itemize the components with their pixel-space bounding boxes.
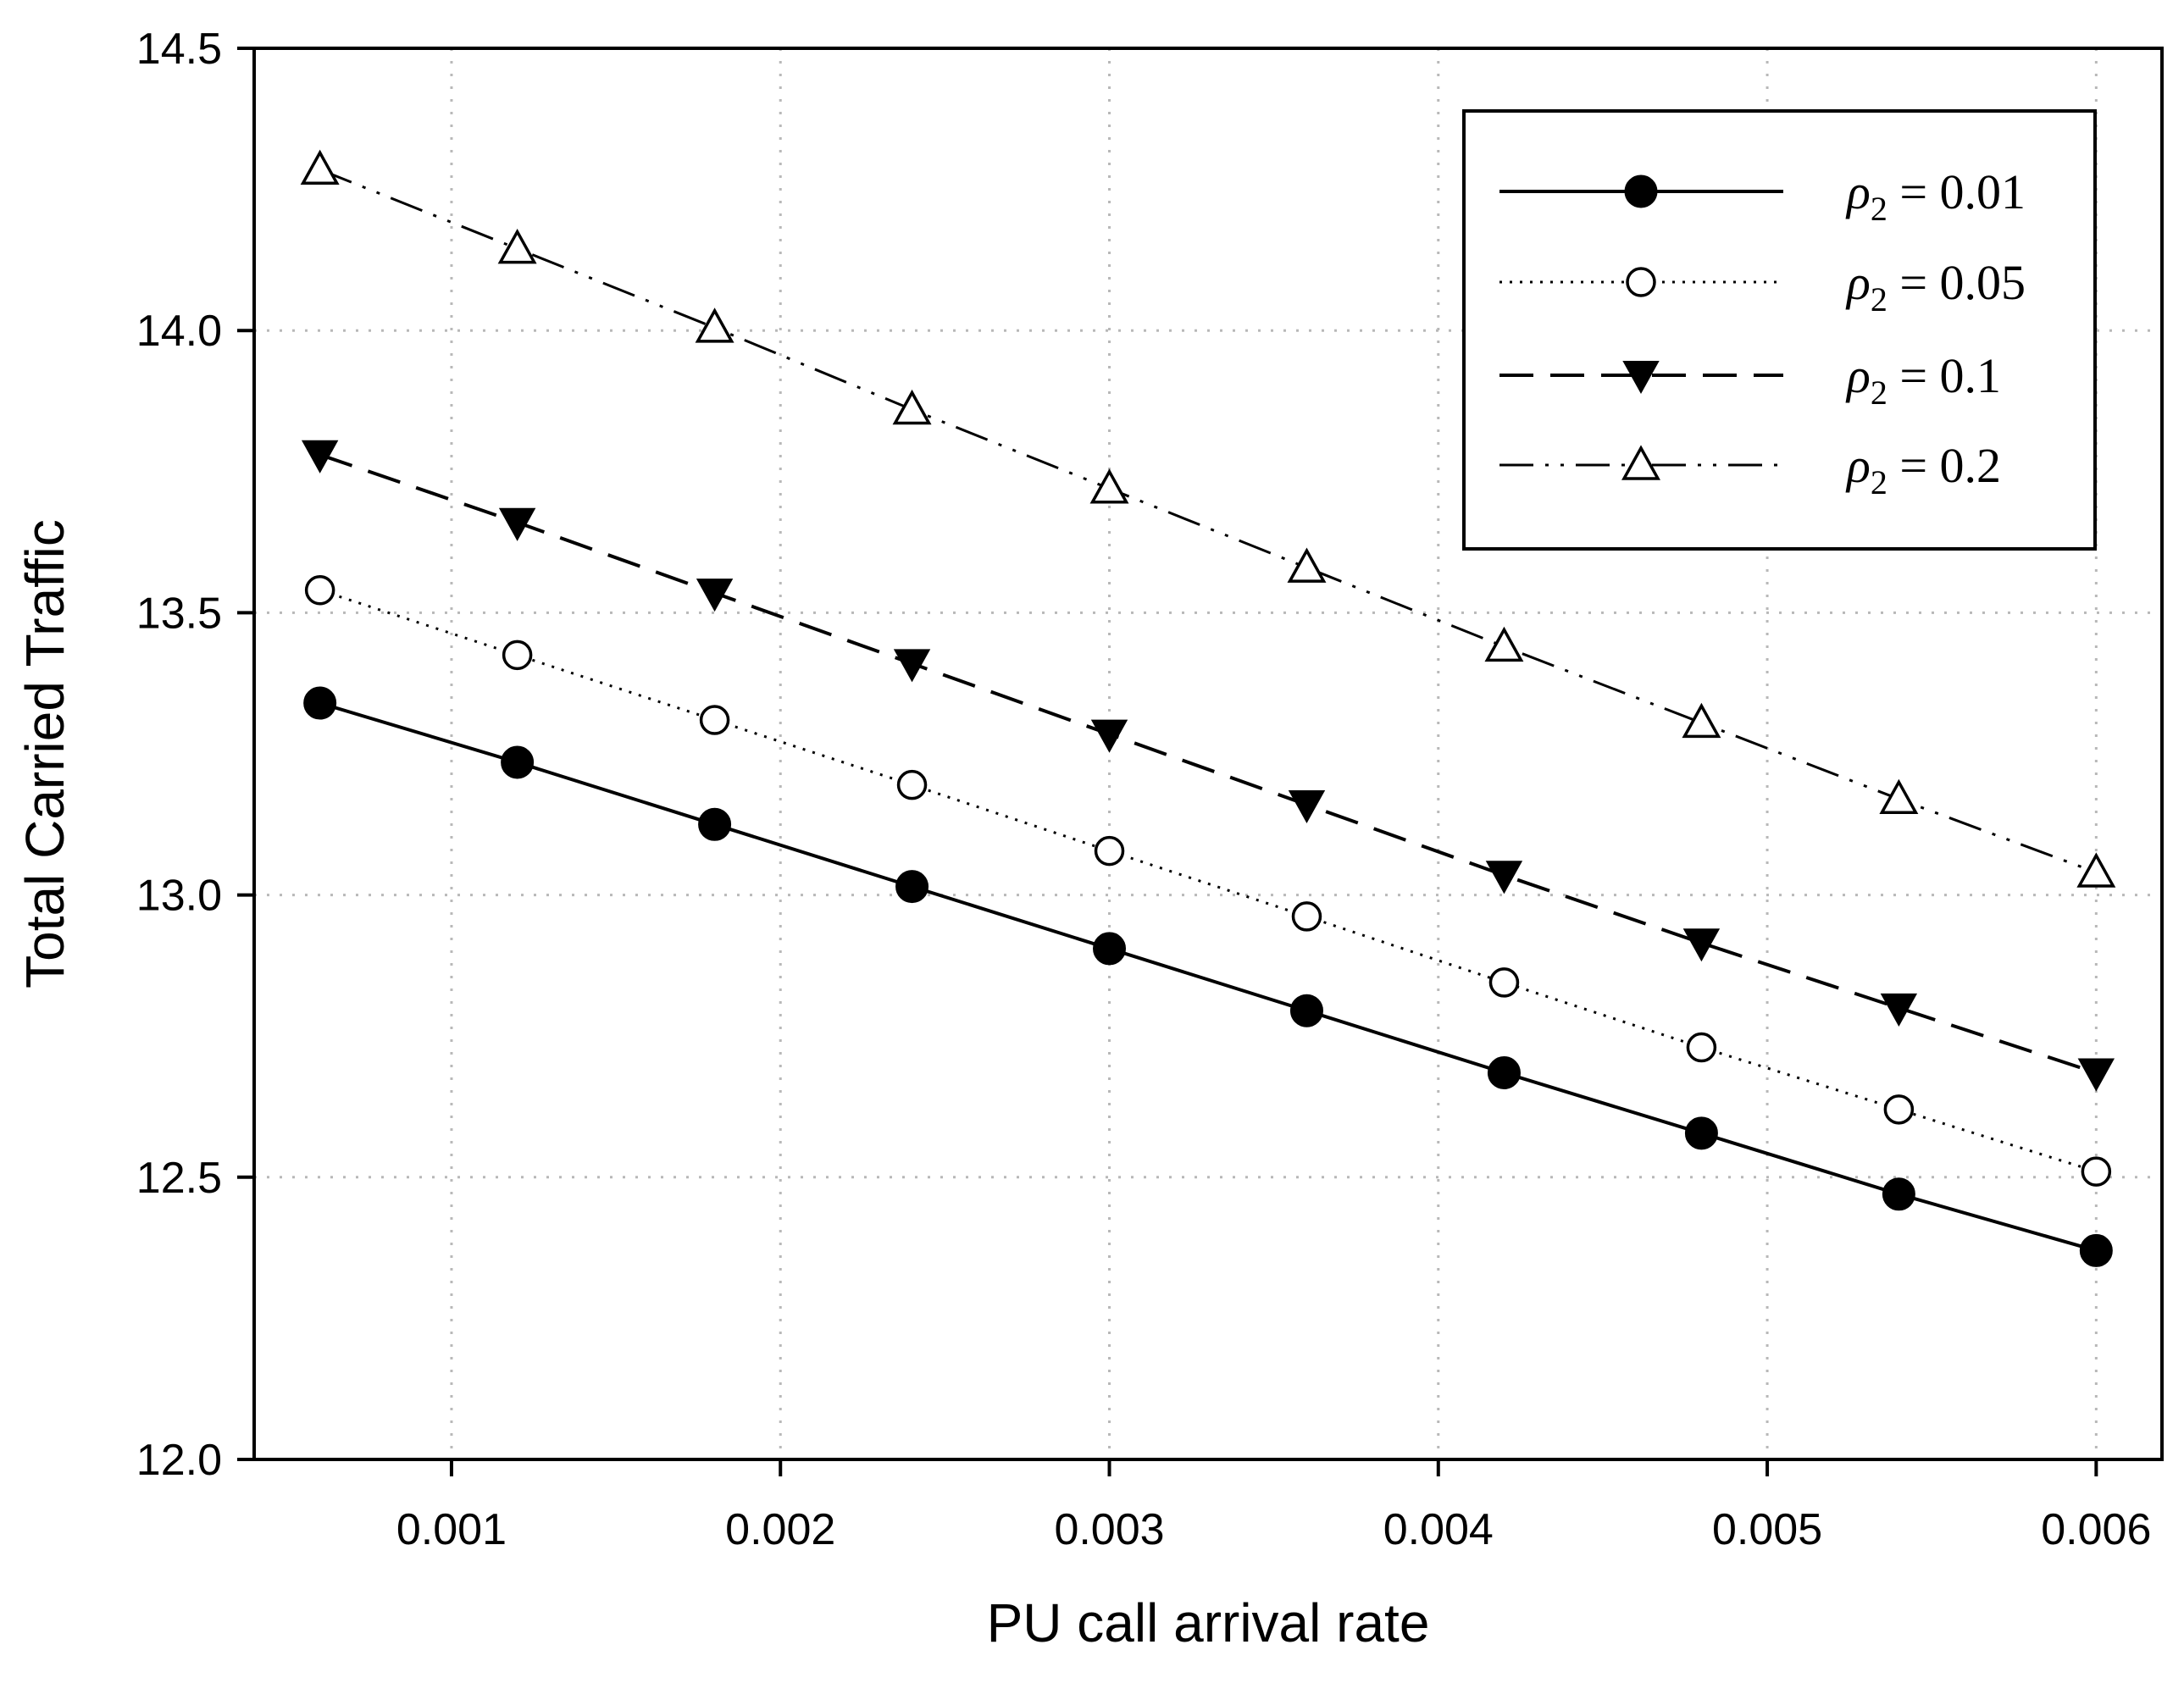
data-point bbox=[1682, 702, 1721, 739]
data-point bbox=[1289, 994, 1323, 1027]
legend-entry: ρ2 = 0.2 bbox=[1499, 438, 2001, 501]
legend-box bbox=[1462, 109, 2097, 551]
data-point bbox=[2076, 852, 2116, 888]
data-point bbox=[2079, 1233, 2113, 1267]
legend-label: ρ2 = 0.05 bbox=[1845, 255, 2026, 318]
data-point bbox=[1624, 174, 1658, 208]
series-line bbox=[319, 452, 2097, 1075]
data-point bbox=[1288, 789, 1326, 824]
data-point bbox=[1485, 861, 1523, 894]
data-point bbox=[1684, 1116, 1718, 1150]
data-point bbox=[896, 769, 928, 800]
series bbox=[300, 149, 2116, 888]
data-point bbox=[895, 870, 929, 904]
x-tick-label: 0.003 bbox=[1054, 1505, 1164, 1554]
data-point bbox=[893, 649, 931, 683]
data-point bbox=[699, 705, 730, 735]
legend-label: ρ2 = 0.01 bbox=[1845, 164, 2026, 228]
x-axis-title: PU call arrival rate bbox=[987, 1592, 1430, 1653]
x-tick-label: 0.006 bbox=[2041, 1505, 2151, 1554]
series-line bbox=[319, 589, 2097, 1173]
legend-entry: ρ2 = 0.05 bbox=[1499, 255, 2026, 318]
x-tick-label: 0.005 bbox=[1712, 1505, 1822, 1554]
axis-ticks: 0.001 0.002 0.003 0.004 0.005 0.006 12.0 12.5 13… bbox=[136, 25, 2152, 1554]
series-line bbox=[319, 168, 2097, 874]
legend-entry: ρ2 = 0.1 bbox=[1499, 348, 2001, 412]
y-tick-label: 14.5 bbox=[136, 25, 222, 74]
y-tick-label: 14.0 bbox=[136, 307, 222, 356]
data-point bbox=[1626, 267, 1656, 297]
data-point bbox=[1090, 719, 1128, 753]
data-point bbox=[1686, 1032, 1717, 1063]
series-layer bbox=[300, 149, 2116, 1267]
legend-entry: ρ2 = 0.01 bbox=[1499, 164, 2026, 228]
series-line bbox=[319, 701, 2097, 1253]
data-point bbox=[1682, 928, 1721, 962]
plot-area-frame bbox=[252, 47, 2164, 1461]
x-tick-label: 0.001 bbox=[396, 1505, 507, 1554]
series bbox=[303, 686, 2113, 1267]
data-point bbox=[1488, 967, 1520, 998]
x-tick-label: 0.004 bbox=[1383, 1505, 1494, 1554]
y-tick-label: 12.5 bbox=[136, 1154, 222, 1203]
data-point bbox=[1089, 468, 1129, 504]
data-point bbox=[698, 807, 732, 841]
data-point bbox=[502, 640, 533, 671]
x-tick-label: 0.002 bbox=[725, 1505, 835, 1554]
data-point bbox=[1094, 835, 1125, 867]
data-point bbox=[1487, 1056, 1521, 1090]
legend: ρ2 = 0.01 ρ2 = 0.05 ρ2 = 0.1 ρ2 = 0.2 bbox=[1462, 109, 2097, 551]
data-point bbox=[2081, 1156, 2112, 1187]
data-point bbox=[892, 389, 932, 425]
data-point bbox=[303, 686, 337, 720]
data-point bbox=[1291, 901, 1322, 932]
data-point bbox=[1879, 778, 1919, 815]
data-point bbox=[2077, 1058, 2115, 1092]
y-axis-title: Total Carried Traffic bbox=[14, 519, 75, 988]
data-point bbox=[1621, 445, 1660, 480]
data-point bbox=[497, 228, 537, 264]
y-tick-label: 12.0 bbox=[136, 1436, 222, 1485]
data-point bbox=[696, 579, 734, 612]
series bbox=[304, 574, 2112, 1187]
data-point bbox=[1883, 1094, 1915, 1125]
data-point bbox=[1880, 993, 1918, 1027]
data-point bbox=[498, 507, 536, 541]
data-point bbox=[501, 745, 535, 779]
data-point bbox=[300, 149, 340, 186]
y-tick-label: 13.0 bbox=[136, 872, 222, 921]
series bbox=[301, 440, 2115, 1092]
data-point bbox=[1484, 626, 1524, 662]
data-point bbox=[1622, 361, 1660, 395]
legend-label: ρ2 = 0.1 bbox=[1845, 348, 2001, 412]
data-point bbox=[1882, 1177, 1915, 1211]
y-tick-label: 13.5 bbox=[136, 589, 222, 638]
data-point bbox=[695, 307, 734, 343]
legend-label: ρ2 = 0.2 bbox=[1845, 438, 2001, 501]
data-point bbox=[304, 574, 335, 606]
data-point bbox=[1093, 932, 1127, 966]
data-point bbox=[1287, 547, 1327, 583]
data-point bbox=[301, 440, 339, 473]
